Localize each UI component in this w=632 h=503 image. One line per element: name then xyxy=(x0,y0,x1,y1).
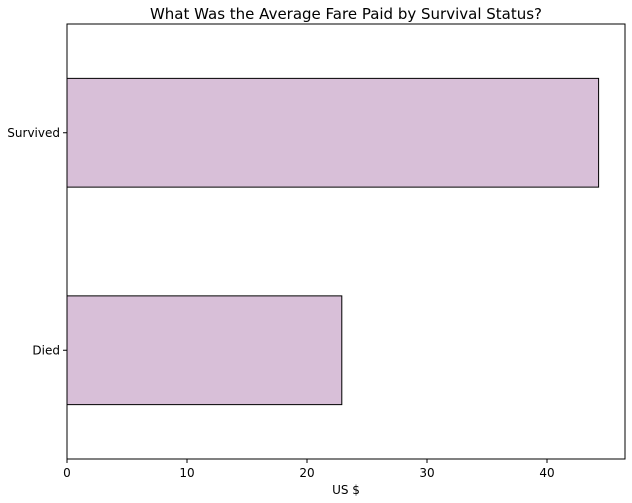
x-axis-label: US $ xyxy=(332,483,360,497)
bar-survived xyxy=(66,77,600,188)
y-tick-label-survived: Survived xyxy=(7,126,60,140)
plot-frame xyxy=(66,23,626,460)
x-tick-label-10: 10 xyxy=(179,466,194,480)
x-tick-label-30: 30 xyxy=(419,466,434,480)
y-tick-label-died: Died xyxy=(32,343,60,357)
x-tick-label-0: 0 xyxy=(63,466,71,480)
y-axis: Died Survived xyxy=(7,126,67,357)
bar-died xyxy=(66,295,343,406)
chart-title: What Was the Average Fare Paid by Surviv… xyxy=(150,5,542,23)
x-tick-label-20: 20 xyxy=(299,466,314,480)
bars-layer xyxy=(66,77,600,406)
x-tick-label-40: 40 xyxy=(539,466,554,480)
x-axis: 0 10 20 30 40 xyxy=(63,459,555,480)
